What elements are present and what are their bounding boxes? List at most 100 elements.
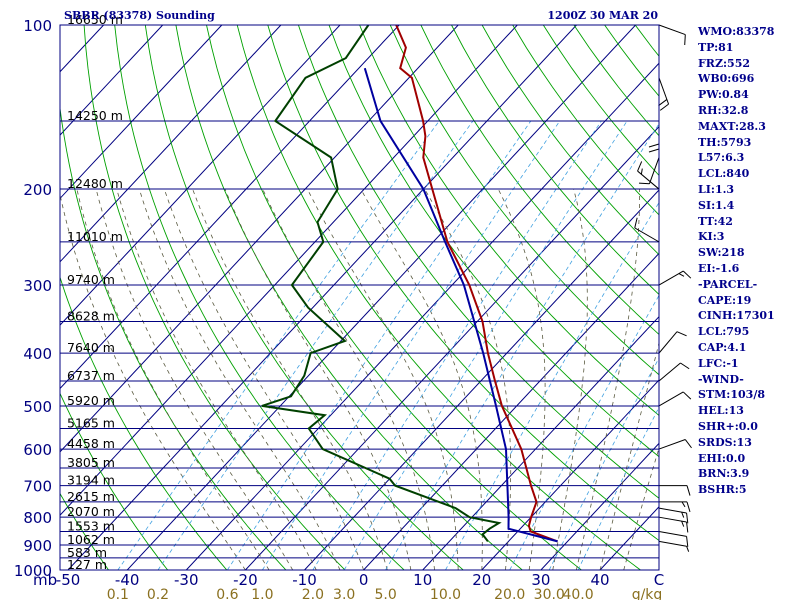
- wind-barb-shaft: [658, 516, 687, 523]
- index-item: WMO:83378: [698, 25, 775, 38]
- height-label: 9740 m: [67, 272, 115, 287]
- index-item: STM:103/8: [698, 388, 765, 402]
- wind-barb-shaft: [658, 270, 684, 286]
- wind-barb-flag: [684, 34, 686, 46]
- height-label: 7640 m: [67, 340, 115, 355]
- temperature-tick-label: -10: [292, 571, 317, 589]
- wind-barb-shaft: [634, 227, 660, 243]
- mixing-ratio-tick-label: 2.0: [302, 587, 324, 600]
- height-label: 16650 m: [67, 12, 123, 27]
- moist-adiabat-line: [599, 341, 659, 570]
- pressure-tick-label: 900: [23, 537, 52, 555]
- wind-barb-flag: [648, 148, 660, 153]
- pressure-tick-label: 400: [23, 345, 52, 363]
- isotherm-line: [60, 25, 164, 136]
- stability-indices-list: WMO:83378 TP:81 FRZ:552 WB0:696 PW:0.84 RH:32…: [698, 24, 775, 498]
- index-item: LFC:-1: [698, 356, 739, 370]
- index-item: LCL:795: [698, 325, 750, 339]
- wind-barb-flag: [686, 501, 691, 513]
- height-label: 2070 m: [67, 504, 115, 519]
- temperature-tick-label: 10: [413, 571, 432, 589]
- wind-barb-flag: [634, 217, 638, 228]
- wind-barb-flag: [686, 546, 690, 552]
- temperature-unit-label: C: [654, 571, 664, 589]
- pressure-tick-label: 300: [23, 277, 52, 295]
- wind-barb-shaft: [658, 540, 687, 547]
- pressure-tick-label: 700: [23, 478, 52, 496]
- index-item: LI:1.3: [698, 182, 735, 196]
- height-label: 583 m: [67, 545, 107, 560]
- mixing-ratio-tick-label: 10.0: [430, 587, 461, 600]
- index-item: TT:42: [698, 214, 733, 228]
- mixing-ratio-tick-label: 0.1: [107, 587, 129, 600]
- mixing-ratio-tick-label: 0.2: [147, 587, 169, 600]
- index-item: CAPE:19: [698, 293, 752, 307]
- index-item: LCL:840: [698, 167, 750, 181]
- wind-barb-shaft: [648, 157, 660, 184]
- index-item: WB0:696: [698, 72, 755, 86]
- height-label: 5920 m: [67, 393, 115, 408]
- pressure-tick-label: 800: [23, 509, 52, 527]
- isotherm-line: [481, 379, 659, 570]
- mixing-ratio-tick-label: 20.0: [494, 587, 525, 600]
- wind-barb-shaft: [658, 362, 681, 382]
- height-label: 12480 m: [67, 176, 123, 191]
- pressure-tick-label: 500: [23, 398, 52, 416]
- index-item: EHI:0.0: [698, 451, 746, 465]
- isotherm-line: [60, 25, 400, 390]
- mixing-ratio-tick-label: 5.0: [374, 587, 396, 600]
- chart-data: [261, 25, 558, 543]
- mixing-ratio-tick-label: 3.0: [333, 587, 355, 600]
- index-item: BRN:3.9: [698, 467, 750, 481]
- wind-barb-flag: [686, 536, 689, 547]
- wind-barb-flag: [684, 439, 692, 449]
- height-label: 1062 m: [67, 532, 115, 547]
- mixing-ratio-tick-label: 1.0: [251, 587, 273, 600]
- isotherm-line: [60, 25, 459, 453]
- plot-frame: [59, 24, 660, 571]
- moist-adiabat-line: [576, 189, 640, 570]
- dry-adiabat-line: [114, 25, 405, 570]
- index-item: CINH:17301: [698, 309, 775, 323]
- isotherm-line: [245, 125, 659, 570]
- wind-barb-flag: [640, 168, 643, 175]
- wind-barb-flag: [638, 182, 650, 185]
- pressure-tick-label: 200: [23, 181, 52, 199]
- isotherm-line: [60, 25, 341, 326]
- height-label: 8628 m: [67, 309, 115, 324]
- temperature-tick-label: -40: [115, 571, 140, 589]
- mixing-ratio-line: [157, 120, 474, 570]
- moist-adiabat-line: [262, 188, 435, 570]
- wind-barb-flag: [681, 501, 686, 508]
- height-label: 127 m: [67, 557, 107, 572]
- mixing-ratio-unit-label: g/kg: [632, 587, 663, 600]
- wind-barb-shaft: [658, 507, 687, 514]
- index-item: EI:-1.6: [698, 261, 740, 275]
- wind-barb-shaft: [658, 77, 670, 105]
- temperature-tick-label: 40: [591, 571, 610, 589]
- index-item: RH:32.8: [698, 103, 749, 117]
- wind-barb-flag: [681, 511, 685, 518]
- dry-adiabat-line: [144, 25, 464, 570]
- wind-barb-flag: [658, 99, 668, 107]
- mixing-ratio-tick-label: 0.6: [216, 587, 238, 600]
- index-item: SRDS:13: [698, 435, 752, 449]
- wind-barb-shaft: [658, 531, 687, 537]
- isotherm-line: [60, 25, 282, 263]
- isotherm-line: [60, 25, 518, 516]
- isotherm-line: [126, 25, 636, 570]
- height-label: 4458 m: [67, 436, 115, 451]
- wind-barb-flag: [686, 521, 689, 533]
- index-item: TP:81: [698, 40, 734, 54]
- height-label: 6737 m: [67, 368, 115, 383]
- index-item: -PARCEL-: [698, 277, 758, 291]
- wind-barb-flag: [680, 362, 690, 370]
- wind-barb-flag: [686, 485, 691, 496]
- temperature-tick-label: -30: [174, 571, 199, 589]
- index-item: CAP:4.1: [698, 340, 747, 354]
- mixing-ratio-line: [262, 120, 561, 570]
- index-item: MAXT:28.3: [698, 119, 766, 133]
- moist-adiabat-line: [424, 188, 512, 570]
